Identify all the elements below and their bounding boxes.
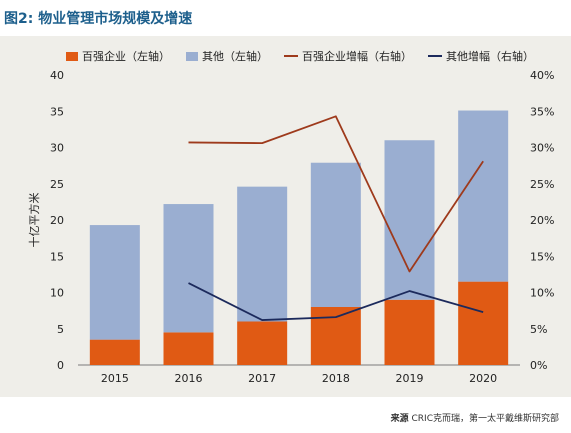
x-tick-label: 2015 xyxy=(101,372,129,385)
y-tick-label: 25 xyxy=(50,178,64,191)
y2-tick-label: 25% xyxy=(530,178,554,191)
legend-swatch-other xyxy=(186,51,198,61)
legend-swatch-top100-growth xyxy=(284,55,298,57)
line-top100-growth xyxy=(188,115,484,273)
bar-other xyxy=(310,162,361,307)
chart-title: 图2: 物业管理市场规模及增速 xyxy=(4,11,193,27)
legend-label-other: 其他（左轴） xyxy=(202,50,268,63)
bar-other xyxy=(458,110,509,282)
y2-tick-label: 30% xyxy=(530,142,554,155)
source-text: CRIC克而瑞，第一太平戴维斯研究部 xyxy=(411,414,559,424)
y2-tick-label: 20% xyxy=(530,214,554,227)
y2-tick-label: 15% xyxy=(530,250,554,263)
y-tick-label: 30 xyxy=(50,142,64,155)
bar-top100 xyxy=(384,299,435,365)
y2-tick-label: 5% xyxy=(530,323,547,336)
y2-tick-label: 10% xyxy=(530,287,554,300)
x-tick-label: 2016 xyxy=(175,372,203,385)
legend-swatch-top100 xyxy=(66,51,78,61)
y2-tick-label: 0% xyxy=(530,359,547,372)
y2-tick-label: 40% xyxy=(530,69,554,82)
legend-swatch-other-growth xyxy=(428,55,442,57)
line-other-growth xyxy=(188,282,484,321)
y-tick-label: 40 xyxy=(50,69,64,82)
y-tick-label: 15 xyxy=(50,250,64,263)
legend-label-other-growth: 其他增幅（右轴） xyxy=(446,50,534,63)
legend-item-other: 其他（左轴） xyxy=(186,48,268,64)
legend-label-top100-growth: 百强企业增幅（右轴） xyxy=(302,50,412,63)
y-tick-label: 0 xyxy=(57,359,64,372)
bar-other xyxy=(237,186,288,322)
legend-label-top100: 百强企业（左轴） xyxy=(82,50,170,63)
y-tick-label: 10 xyxy=(50,287,64,300)
bar-other xyxy=(163,204,214,333)
bar-other xyxy=(384,140,435,300)
chart-legend: 百强企业（左轴） 其他（左轴） 百强企业增幅（右轴） 其他增幅（右轴） xyxy=(66,48,534,64)
bar-other xyxy=(89,225,140,340)
legend-item-other-growth: 其他增幅（右轴） xyxy=(428,48,534,64)
x-tick-label: 2017 xyxy=(248,372,276,385)
y2-tick-label: 35% xyxy=(530,105,554,118)
source-note: 来源 CRIC克而瑞，第一太平戴维斯研究部 xyxy=(391,411,559,424)
y-tick-label: 20 xyxy=(50,214,64,227)
legend-item-top100: 百强企业（左轴） xyxy=(66,48,170,64)
x-tick-label: 2018 xyxy=(322,372,350,385)
x-tick-label: 2019 xyxy=(396,372,424,385)
legend-item-top100-growth: 百强企业增幅（右轴） xyxy=(284,48,412,64)
y-tick-label: 5 xyxy=(57,323,64,336)
bar-top100 xyxy=(310,307,361,365)
source-label: 来源 xyxy=(390,414,409,424)
x-tick-label: 2020 xyxy=(469,372,497,385)
bar-top100 xyxy=(163,332,214,365)
bar-top100 xyxy=(458,281,509,365)
y-axis-label: 十亿平方米 xyxy=(27,193,41,248)
y-tick-label: 35 xyxy=(50,105,64,118)
bar-top100 xyxy=(89,339,140,365)
bar-top100 xyxy=(237,321,288,365)
